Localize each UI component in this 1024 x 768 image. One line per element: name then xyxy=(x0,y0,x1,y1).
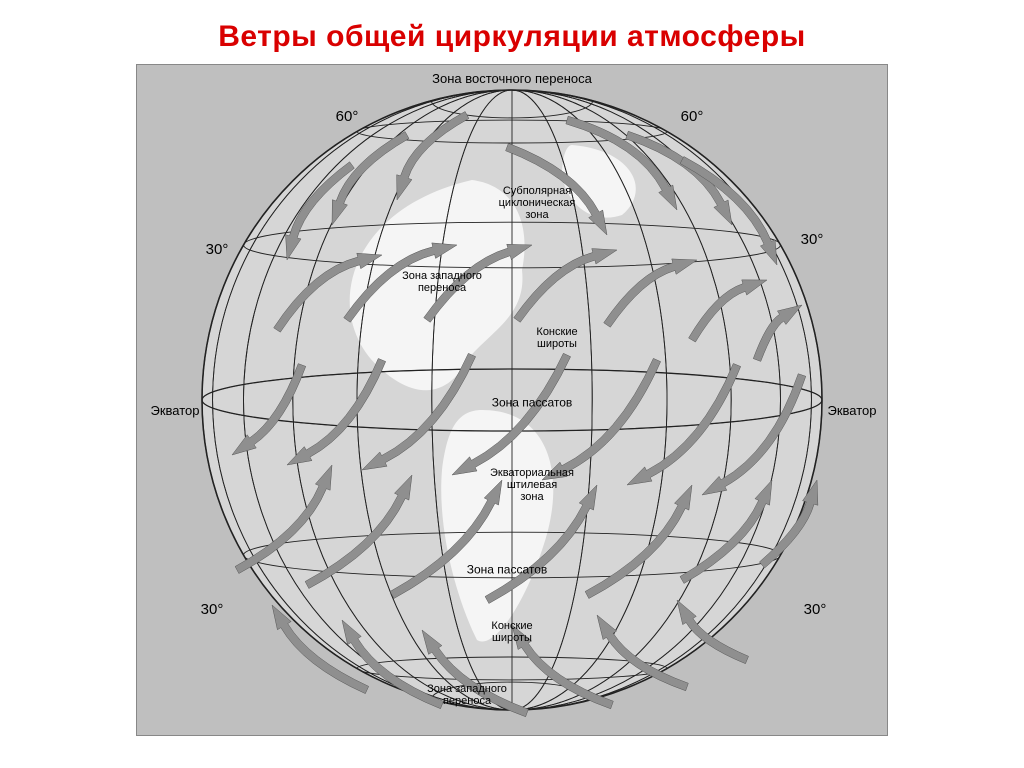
label-s30_l: 30° xyxy=(201,602,224,619)
label-n60_r: 60° xyxy=(681,109,704,126)
label-eq_l: Экватор xyxy=(150,404,199,418)
figure-panel: Зона восточного переноса 60° 60° 30° 30° Эква… xyxy=(136,64,888,736)
label-doldrums: Экваториальная штилеваязона xyxy=(472,467,592,503)
label-trade_s: Зона пассатов xyxy=(467,563,548,576)
label-n60_l: 60° xyxy=(336,109,359,126)
label-s30_r: 30° xyxy=(804,602,827,619)
label-horse_s: Конскиешироты xyxy=(452,620,572,644)
label-west_n: Зона западногопереноса xyxy=(382,270,502,294)
label-subpolar: Субполярнаяциклоническаязона xyxy=(477,185,597,221)
label-n30_l: 30° xyxy=(206,242,229,259)
label-horse_n: Конскиешироты xyxy=(497,326,617,350)
label-n30_r: 30° xyxy=(801,232,824,249)
label-west_s: Зона западногопереноса xyxy=(407,683,527,707)
label-top_zone: Зона восточного переноса xyxy=(432,72,592,86)
label-trade_n: Зона пассатов xyxy=(492,396,573,409)
label-eq_r: Экватор xyxy=(827,404,876,418)
page-title: Ветры общей циркуляции атмосферы xyxy=(0,20,1024,54)
